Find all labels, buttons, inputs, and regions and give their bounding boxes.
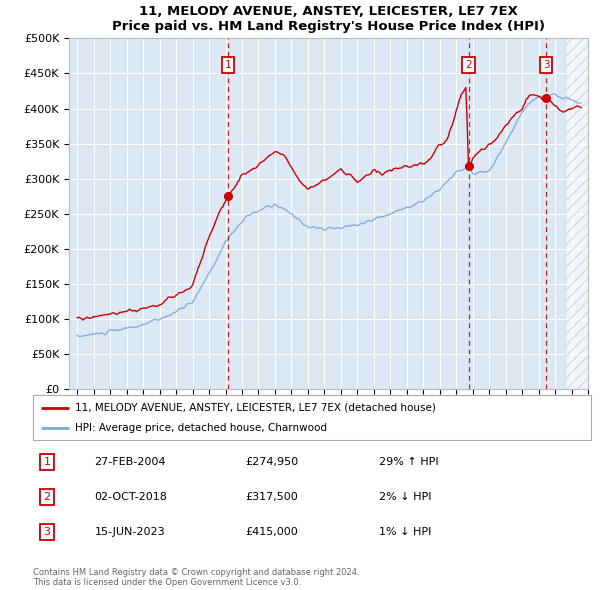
Text: HPI: Average price, detached house, Charnwood: HPI: Average price, detached house, Char… xyxy=(75,424,327,434)
Bar xyxy=(565,38,588,389)
Text: £274,950: £274,950 xyxy=(245,457,298,467)
FancyBboxPatch shape xyxy=(33,395,591,440)
Text: 02-OCT-2018: 02-OCT-2018 xyxy=(94,492,167,502)
Text: 1% ↓ HPI: 1% ↓ HPI xyxy=(379,527,431,537)
Text: £317,500: £317,500 xyxy=(245,492,298,502)
Text: 2% ↓ HPI: 2% ↓ HPI xyxy=(379,492,431,502)
Text: 3: 3 xyxy=(542,60,549,70)
Text: 29% ↑ HPI: 29% ↑ HPI xyxy=(379,457,439,467)
Text: 1: 1 xyxy=(224,60,232,70)
Text: 27-FEB-2004: 27-FEB-2004 xyxy=(94,457,166,467)
Text: 3: 3 xyxy=(43,527,50,537)
Text: 2: 2 xyxy=(465,60,472,70)
Title: 11, MELODY AVENUE, ANSTEY, LEICESTER, LE7 7EX
Price paid vs. HM Land Registry's : 11, MELODY AVENUE, ANSTEY, LEICESTER, LE… xyxy=(112,5,545,33)
Text: 1: 1 xyxy=(43,457,50,467)
Text: 2: 2 xyxy=(43,492,50,502)
Text: 11, MELODY AVENUE, ANSTEY, LEICESTER, LE7 7EX (detached house): 11, MELODY AVENUE, ANSTEY, LEICESTER, LE… xyxy=(75,403,436,412)
Text: £415,000: £415,000 xyxy=(245,527,298,537)
Text: Contains HM Land Registry data © Crown copyright and database right 2024.
This d: Contains HM Land Registry data © Crown c… xyxy=(33,568,359,587)
Text: 15-JUN-2023: 15-JUN-2023 xyxy=(94,527,165,537)
